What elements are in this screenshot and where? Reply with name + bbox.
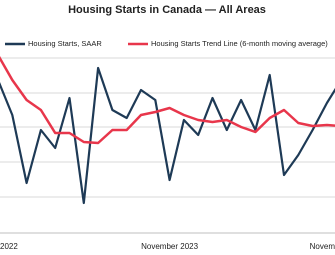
series-line — [0, 66, 335, 205]
series-line — [0, 55, 335, 145]
legend-label: Housing Starts Trend Line (6-month movin… — [151, 39, 328, 48]
x-tick-label: November 2023 — [141, 242, 198, 251]
legend-label: Housing Starts, SAAR — [28, 39, 102, 48]
x-tick-label: 2022 — [0, 242, 18, 251]
x-tick-label: Novem — [310, 242, 335, 251]
chart-title: Housing Starts in Canada — All Areas — [68, 4, 266, 16]
